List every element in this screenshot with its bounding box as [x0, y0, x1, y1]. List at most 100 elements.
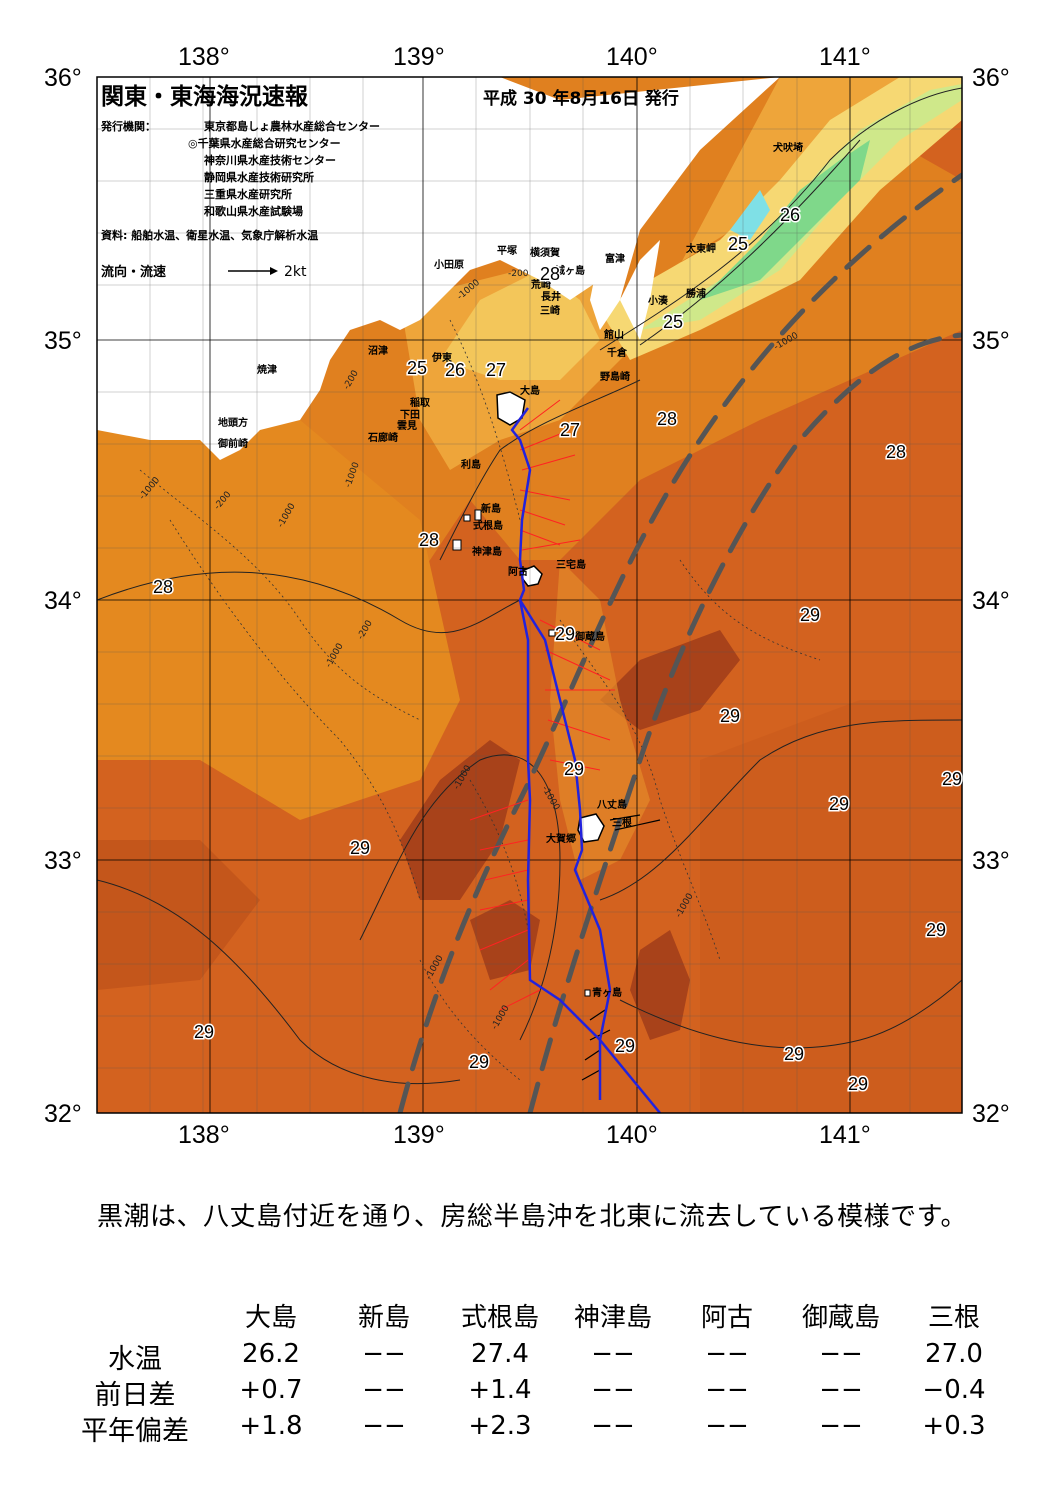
place-label: 大賀郷: [546, 832, 576, 845]
isotherm-label: 29: [564, 759, 584, 779]
table-cell: −−: [819, 1411, 863, 1441]
place-label: 阿古: [508, 565, 528, 578]
lat-label-36-left: 36°: [44, 64, 82, 92]
flow-legend-speed: 2kt: [284, 264, 307, 280]
col-header: 式根島: [460, 1303, 539, 1333]
place-label: 石廊崎: [367, 431, 398, 444]
col-header: 三根: [927, 1303, 980, 1333]
place-label: 御蔵島: [574, 630, 605, 643]
table-cell: +2.3: [468, 1411, 532, 1441]
place-label: 横須賀: [530, 246, 560, 259]
place-label: 三崎: [540, 304, 560, 317]
place-label: 焼津: [257, 363, 277, 376]
col-header: 阿古: [700, 1303, 753, 1333]
isotherm-label: 28: [153, 577, 173, 597]
data-source: 資料: 船舶水温、衛星水温、気象庁解析水温: [101, 228, 318, 242]
map-title: 関東・東海海況速報: [101, 83, 309, 110]
isotherm-label: 28: [419, 530, 439, 550]
isotherm-label: 29: [194, 1022, 214, 1042]
place-label: 新島: [481, 502, 501, 515]
place-label: 犬吠埼: [773, 141, 803, 154]
row-label: 前日差: [94, 1380, 176, 1411]
place-label: 神津島: [472, 545, 502, 558]
table-cell: 26.2: [242, 1339, 300, 1369]
issuer-6: 和歌山県水産試験場: [204, 204, 303, 218]
summary-text: 黒潮は、八丈島付近を通り、房総半島沖を北東に流去している模様です。: [96, 1202, 968, 1232]
flow-legend-arrow-icon: [228, 267, 278, 275]
table-cell: −0.4: [922, 1375, 986, 1405]
isotherm-label: 25: [407, 358, 427, 378]
lat-label-34-right: 34°: [972, 587, 1010, 615]
issuer-label: 発行機関：: [100, 119, 156, 133]
lon-label-140-top: 140°: [606, 43, 658, 71]
col-header: 新島: [357, 1303, 410, 1333]
place-label: 式根島: [473, 519, 503, 532]
place-label: 長井: [541, 290, 561, 303]
lat-label-33-left: 33°: [44, 847, 82, 875]
isotherm-label: 29: [800, 605, 820, 625]
place-label: 小田原: [433, 258, 464, 271]
lon-label-141-bottom: 141°: [819, 1121, 871, 1149]
table-cell: −−: [362, 1411, 406, 1441]
isotherm-label: 29: [829, 794, 849, 814]
lat-label-35-right: 35°: [972, 327, 1010, 355]
place-label: 雲見: [397, 420, 417, 432]
place-label: 八丈島: [596, 798, 627, 811]
place-label: 下田: [400, 409, 420, 421]
place-label: 三根: [612, 816, 632, 829]
isotherm-label: 26: [780, 205, 800, 225]
table-cell: −−: [819, 1339, 863, 1369]
place-label: 千倉: [607, 346, 628, 359]
table-cell: 27.4: [471, 1339, 529, 1369]
issuer-4: 静岡県水産技術研究所: [204, 170, 314, 184]
depth-label: -200: [508, 269, 529, 279]
station-table: 大島 新島 式根島 神津島 阿古 御蔵島 三根 水温 26.2 −− 27.4 …: [0, 1295, 1064, 1455]
place-label: 大島: [520, 384, 540, 397]
table-cell: −−: [819, 1375, 863, 1405]
isotherm-label: 25: [663, 312, 683, 332]
place-label: 館山: [603, 328, 624, 341]
place-label: 青ヶ島: [592, 986, 622, 999]
place-label: 御前崎: [217, 437, 248, 450]
lon-label-139-top: 139°: [393, 43, 445, 71]
lon-label-141-top: 141°: [819, 43, 871, 71]
isotherm-label: 29: [720, 706, 740, 726]
place-label: 荒崎: [530, 278, 551, 291]
table-cell: −−: [591, 1375, 635, 1405]
isotherm-label: 28: [886, 442, 906, 462]
place-label: 平塚: [497, 244, 517, 257]
table-cell: +0.7: [239, 1375, 303, 1405]
col-header: 大島: [244, 1303, 297, 1333]
isotherm-label: 29: [555, 624, 575, 644]
isotherm-label: 29: [926, 920, 946, 940]
isotherm-label: 27: [486, 360, 506, 380]
place-label: 勝浦: [686, 287, 706, 300]
flow-legend-label: 流向・流速: [101, 264, 166, 280]
table-cell: −−: [362, 1339, 406, 1369]
issuer-5: 三重県水産研究所: [204, 187, 292, 201]
isotherm-label: 27: [560, 420, 580, 440]
issuer-3: 神奈川県水産技術センター: [204, 153, 336, 167]
col-header: 神津島: [573, 1303, 652, 1333]
place-label: 伊東: [431, 351, 452, 364]
place-label: 小湊: [647, 294, 669, 307]
place-label: 稲取: [410, 396, 431, 409]
table-cell: −−: [705, 1411, 749, 1441]
isotherm-label: 29: [942, 769, 962, 789]
issue-date: 平成 30 年8月16日 発行: [483, 88, 679, 109]
place-label: 城ヶ島: [555, 264, 585, 277]
table-cell: −−: [591, 1339, 635, 1369]
sea-surface-temperature-map: 138° 139° 140° 141° 138° 139° 140° 141° …: [44, 43, 1010, 1149]
lat-label-32-left: 32°: [44, 1100, 82, 1128]
table-cell: +1.8: [239, 1411, 303, 1441]
isotherm-label: 29: [784, 1044, 804, 1064]
table-cell: −−: [705, 1375, 749, 1405]
isotherm-label: 28: [540, 264, 560, 284]
place-label: 地頭方: [218, 416, 248, 429]
lon-label-138-bottom: 138°: [178, 1121, 230, 1149]
table-cell: −−: [591, 1411, 635, 1441]
isotherm-label: 25: [728, 234, 748, 254]
isotherm-label: 28: [657, 409, 677, 429]
table-cell: +0.3: [922, 1411, 986, 1441]
isotherm-label: 29: [350, 838, 370, 858]
